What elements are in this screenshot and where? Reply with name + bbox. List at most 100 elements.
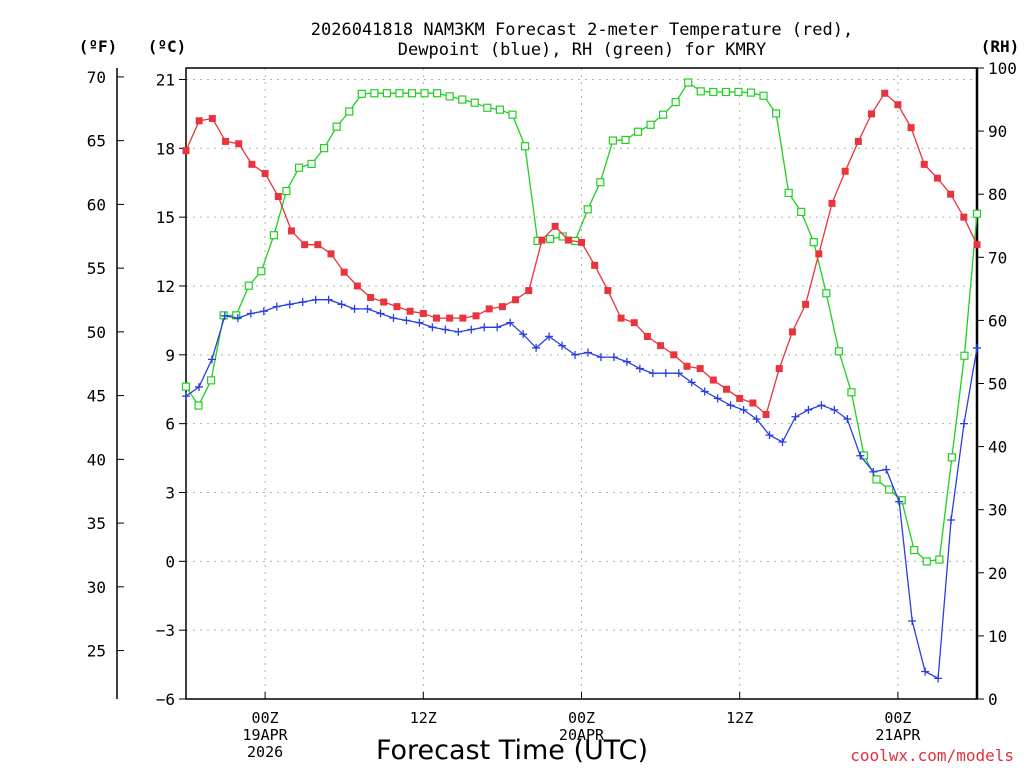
temperature-point (947, 190, 955, 198)
rh-point (709, 87, 718, 97)
dewpoint-point (843, 415, 852, 424)
temperature-point (894, 101, 902, 109)
temperature-point (933, 174, 941, 182)
dewpoint-point (571, 350, 580, 359)
rh-point (772, 109, 781, 118)
rh-point (671, 97, 680, 107)
dewpoint-point (583, 348, 592, 357)
temperature-point (762, 410, 770, 418)
fahrenheit-tick-label: 40 (87, 450, 106, 469)
dewpoint-point (298, 298, 307, 307)
rh-tick-label: 90 (988, 122, 1007, 141)
temperature-point (551, 222, 559, 230)
fahrenheit-tick-label: 65 (87, 132, 106, 151)
dewpoint-point (467, 325, 476, 334)
temperature-point (881, 89, 889, 97)
temperature-point (459, 314, 467, 322)
temperature-point (960, 213, 968, 221)
dewpoint-point (519, 330, 528, 339)
rh-point (922, 557, 931, 566)
grid-lines (186, 68, 977, 699)
rh-point (646, 120, 655, 129)
temperature-point (195, 117, 203, 125)
dewpoint-point (934, 674, 943, 683)
x-tick-label: 2026 (247, 743, 283, 761)
temperature-point (393, 303, 401, 311)
rh-point (244, 281, 253, 290)
dewpoint-point (350, 304, 359, 313)
temperature-point (248, 160, 256, 168)
temperature-point (604, 287, 612, 295)
dewpoint-point (726, 401, 735, 410)
rh-point (759, 91, 768, 100)
temperature-point (868, 110, 876, 118)
dewpoint-point (454, 327, 463, 336)
rh-tick-label: 100 (988, 59, 1017, 78)
dewpoint-point (921, 667, 930, 676)
fahrenheit-tick-label: 60 (87, 195, 106, 214)
dewpoint-point (804, 405, 813, 414)
dewpoint-point (648, 369, 657, 378)
temperature-point (841, 167, 849, 175)
rh-point (357, 89, 366, 98)
temperature-point (485, 305, 493, 313)
axes: 211815129630−3−6706560555045403530251009… (87, 59, 1017, 761)
celsius-tick-label: 21 (156, 70, 175, 89)
rh-point (320, 144, 329, 153)
x-tick-label: 00Z (568, 709, 595, 727)
rh-tick-label: 0 (988, 690, 998, 709)
rh-point (558, 232, 567, 241)
temperature-point (617, 314, 625, 322)
chart-title-line-2: Dewpoint (blue), RH (green) for KMRY (398, 40, 766, 60)
rh-point (395, 89, 404, 98)
celsius-unit-label: (ºC) (148, 37, 187, 56)
rh-point (960, 351, 969, 360)
dewpoint-point (182, 392, 190, 401)
rh-point (445, 92, 454, 101)
temperature-point (419, 310, 427, 318)
credit-text[interactable]: coolwx.com/models (850, 746, 1014, 765)
fahrenheit-tick-label: 30 (87, 578, 106, 597)
dewpoint-point (402, 316, 411, 325)
x-tick-label: 12Z (410, 709, 437, 727)
rh-point (382, 89, 391, 98)
rh-point (822, 289, 831, 298)
dewpoint-series (182, 295, 981, 683)
temperature-point (630, 319, 638, 327)
rh-tick-label: 60 (988, 311, 1007, 330)
rh-tick-label: 40 (988, 438, 1007, 457)
rh-point (307, 159, 316, 169)
celsius-tick-label: 3 (165, 483, 175, 502)
rh-point (809, 238, 818, 247)
rh-point (885, 485, 894, 494)
temperature-point (261, 170, 269, 178)
temperature-point (301, 241, 309, 249)
temperature-series (182, 89, 981, 418)
celsius-tick-label: 9 (165, 346, 175, 365)
rh-unit-label: (RH) (981, 37, 1020, 56)
rh-tick-label: 30 (988, 501, 1007, 520)
dewpoint-point (480, 323, 489, 332)
temperature-point (907, 124, 915, 132)
temperature-point (723, 385, 731, 393)
temperature-point (208, 114, 216, 122)
dewpoint-point (635, 364, 644, 373)
rh-point (546, 234, 555, 244)
dewpoint-point (558, 341, 567, 350)
rh-tick-label: 10 (988, 627, 1007, 646)
dewpoint-point (947, 516, 956, 525)
rh-point (621, 135, 630, 145)
rh-point (847, 388, 856, 397)
rh-point (407, 89, 417, 98)
temperature-point (657, 342, 665, 350)
rh-point (433, 89, 442, 98)
temperature-point (802, 300, 810, 308)
temperature-point (564, 236, 572, 244)
celsius-tick-label: 15 (156, 208, 175, 227)
temperature-point (525, 287, 533, 295)
temperature-point (709, 376, 717, 384)
temperature-point (670, 351, 678, 359)
dewpoint-point (311, 295, 320, 304)
rh-tick-label: 80 (988, 185, 1007, 204)
